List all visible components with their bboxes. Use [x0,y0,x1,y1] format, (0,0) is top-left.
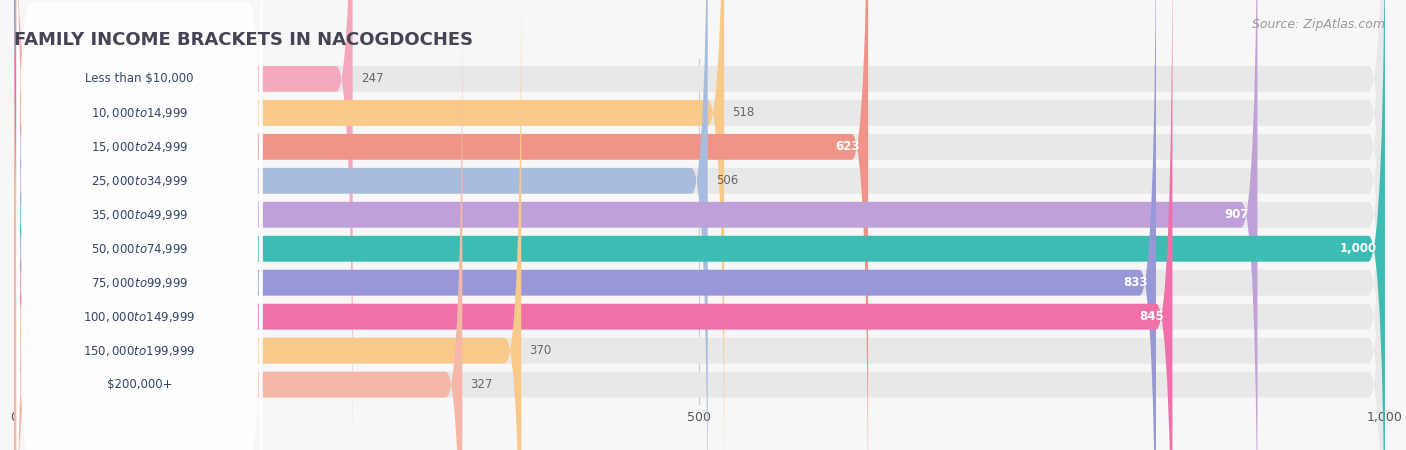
FancyBboxPatch shape [14,0,1385,450]
FancyBboxPatch shape [17,88,262,450]
FancyBboxPatch shape [14,0,724,450]
FancyBboxPatch shape [14,0,1385,450]
Text: 833: 833 [1123,276,1147,289]
Text: 370: 370 [530,344,551,357]
FancyBboxPatch shape [17,0,262,376]
FancyBboxPatch shape [17,54,262,450]
Text: 247: 247 [361,72,384,86]
FancyBboxPatch shape [14,0,1385,450]
FancyBboxPatch shape [14,0,1257,450]
FancyBboxPatch shape [17,0,262,450]
FancyBboxPatch shape [14,0,353,450]
Text: $25,000 to $34,999: $25,000 to $34,999 [91,174,188,188]
FancyBboxPatch shape [14,0,707,450]
FancyBboxPatch shape [17,0,262,444]
Text: $15,000 to $24,999: $15,000 to $24,999 [91,140,188,154]
FancyBboxPatch shape [17,20,262,450]
Text: Source: ZipAtlas.com: Source: ZipAtlas.com [1251,18,1385,31]
FancyBboxPatch shape [14,0,1385,450]
Text: $150,000 to $199,999: $150,000 to $199,999 [83,344,195,358]
FancyBboxPatch shape [14,0,1385,450]
Text: 327: 327 [471,378,494,391]
FancyBboxPatch shape [17,0,262,342]
FancyBboxPatch shape [14,0,868,450]
Text: 845: 845 [1139,310,1164,323]
FancyBboxPatch shape [14,0,1385,450]
Text: 518: 518 [733,106,755,119]
FancyBboxPatch shape [14,0,1385,450]
Text: 1,000: 1,000 [1340,242,1376,255]
FancyBboxPatch shape [17,0,262,450]
Text: 506: 506 [716,174,738,187]
Text: $35,000 to $49,999: $35,000 to $49,999 [91,208,188,222]
Text: $10,000 to $14,999: $10,000 to $14,999 [91,106,188,120]
FancyBboxPatch shape [17,0,262,410]
FancyBboxPatch shape [14,0,1385,450]
FancyBboxPatch shape [14,0,463,450]
Text: Less than $10,000: Less than $10,000 [86,72,194,86]
FancyBboxPatch shape [14,0,1156,450]
Text: 623: 623 [835,140,860,153]
Text: $75,000 to $99,999: $75,000 to $99,999 [91,276,188,290]
FancyBboxPatch shape [14,0,1173,450]
Text: $50,000 to $74,999: $50,000 to $74,999 [91,242,188,256]
FancyBboxPatch shape [14,0,522,450]
Text: FAMILY INCOME BRACKETS IN NACOGDOCHES: FAMILY INCOME BRACKETS IN NACOGDOCHES [14,31,474,49]
Text: $200,000+: $200,000+ [107,378,173,391]
FancyBboxPatch shape [17,122,262,450]
FancyBboxPatch shape [14,0,1385,450]
FancyBboxPatch shape [14,0,1385,450]
Text: 907: 907 [1225,208,1249,221]
FancyBboxPatch shape [14,0,1385,450]
Text: $100,000 to $149,999: $100,000 to $149,999 [83,310,195,324]
